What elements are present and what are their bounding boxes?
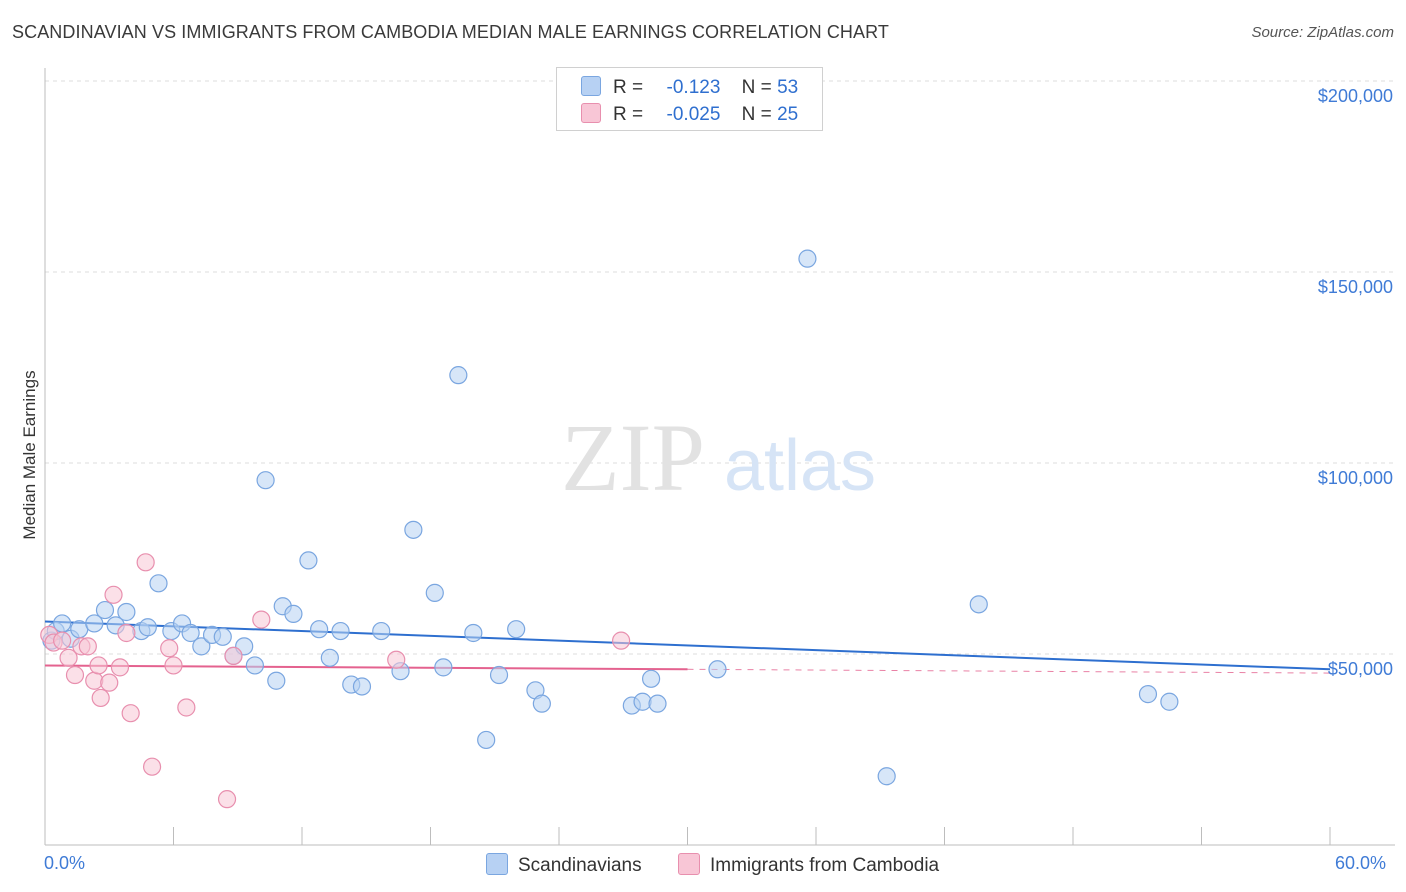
bottom-legend-scandinavians: Scandinavians	[486, 853, 642, 877]
legend-swatch	[678, 853, 700, 875]
point-scandinavians	[641, 669, 661, 688]
r-label: R =	[613, 104, 644, 125]
point-cambodia	[217, 790, 237, 809]
point-cambodia	[89, 656, 108, 675]
r-value: -0.025	[666, 104, 721, 125]
watermark-atlas: atlas	[724, 426, 876, 506]
point-scandinavians	[192, 637, 211, 656]
point-scandinavians	[434, 658, 453, 677]
point-scandinavians	[1138, 685, 1158, 704]
point-scandinavians	[245, 656, 264, 675]
point-cambodia	[110, 658, 130, 677]
point-cambodia	[91, 688, 110, 708]
point-scandinavians	[633, 692, 652, 711]
y-tick-100000: $100,000	[1317, 468, 1393, 488]
point-scandinavians	[708, 660, 727, 679]
point-scandinavians	[299, 551, 318, 570]
n-label: N =	[741, 104, 772, 125]
point-cambodia	[136, 553, 155, 572]
y-tick-200000: $200,000	[1317, 86, 1393, 106]
point-cambodia	[612, 631, 631, 650]
point-scandinavians	[507, 620, 526, 639]
legend-row-scandinavians: R = -0.123 N = 53	[581, 76, 798, 100]
y-tick-150000: $150,000	[1317, 277, 1393, 297]
point-cambodia	[78, 637, 97, 656]
watermark-zip: ZIP	[561, 404, 705, 511]
point-scandinavians	[969, 595, 988, 614]
x-tick-max: 60.0%	[1335, 853, 1387, 873]
point-cambodia	[164, 656, 183, 675]
point-scandinavians	[372, 621, 391, 641]
point-scandinavians	[489, 665, 509, 685]
y-tick-50000: $50,000	[1327, 659, 1393, 679]
legend-row-cambodia: R = -0.025 N = 25	[581, 103, 798, 127]
point-scandinavians	[331, 621, 350, 641]
point-cambodia	[59, 648, 78, 667]
point-cambodia	[104, 585, 123, 604]
point-scandinavians	[138, 618, 157, 637]
point-scandinavians	[532, 694, 551, 713]
point-cambodia	[65, 665, 85, 685]
point-scandinavians	[284, 604, 303, 623]
chart-title: SCANDINAVIAN VS IMMIGRANTS FROM CAMBODIA…	[12, 22, 890, 42]
point-scandinavians	[1160, 692, 1179, 711]
trend-lines	[44, 620, 1331, 674]
bottom-legend-cambodia: Immigrants from Cambodia	[678, 853, 939, 877]
point-cambodia	[100, 673, 119, 692]
point-scandinavians	[213, 627, 232, 646]
point-scandinavians	[404, 520, 423, 539]
n-label: N =	[741, 77, 772, 98]
stats-legend: R = -0.123 N = 53 R = -0.025 N = 25	[556, 67, 823, 131]
point-scandinavians	[256, 471, 275, 490]
point-cambodia	[121, 704, 140, 723]
point-scandinavians	[320, 648, 339, 667]
point-scandinavians	[117, 602, 136, 622]
point-cambodia	[387, 650, 406, 669]
n-value: 25	[777, 104, 799, 125]
point-scandinavians	[149, 574, 168, 593]
legend-swatch-scandinavians	[581, 76, 601, 96]
source-label: Source: ZipAtlas.com	[1251, 24, 1394, 41]
point-scandinavians	[648, 694, 667, 713]
r-value: -0.123	[666, 77, 721, 98]
point-scandinavians	[95, 600, 115, 620]
point-scandinavians	[449, 366, 468, 385]
point-cambodia	[252, 610, 271, 629]
point-scandinavians	[181, 623, 200, 643]
trend-line-cambodia-extension	[687, 668, 1331, 674]
point-cambodia	[224, 646, 243, 666]
legend-label: Immigrants from Cambodia	[710, 855, 940, 876]
point-scandinavians	[310, 620, 329, 639]
r-label: R =	[613, 77, 644, 98]
legend-swatch-cambodia	[581, 103, 601, 123]
trend-line-cambodia	[44, 664, 688, 671]
point-cambodia	[117, 623, 136, 643]
watermark: ZIP atlas	[561, 404, 876, 511]
point-scandinavians	[877, 767, 896, 786]
trend-line-scandinavians	[44, 620, 1331, 671]
y-axis-title: Median Male Earnings	[20, 370, 39, 540]
n-value: 53	[777, 77, 799, 98]
legend-swatch	[486, 853, 508, 875]
point-cambodia	[85, 671, 104, 690]
point-scandinavians	[267, 671, 286, 690]
point-cambodia	[177, 698, 196, 717]
point-cambodia	[53, 631, 72, 650]
data-points	[40, 249, 1179, 809]
point-scandinavians	[352, 677, 372, 696]
grid-lines	[45, 80, 1395, 655]
point-scandinavians	[798, 249, 817, 268]
legend-label: Scandinavians	[518, 855, 642, 876]
x-tick-min: 0.0%	[44, 853, 86, 873]
axes	[44, 68, 1395, 846]
point-cambodia	[142, 757, 162, 776]
point-scandinavians	[477, 730, 496, 750]
point-scandinavians	[425, 583, 444, 602]
point-cambodia	[160, 639, 179, 658]
point-scandinavians	[464, 623, 483, 643]
point-scandinavians	[85, 614, 104, 633]
